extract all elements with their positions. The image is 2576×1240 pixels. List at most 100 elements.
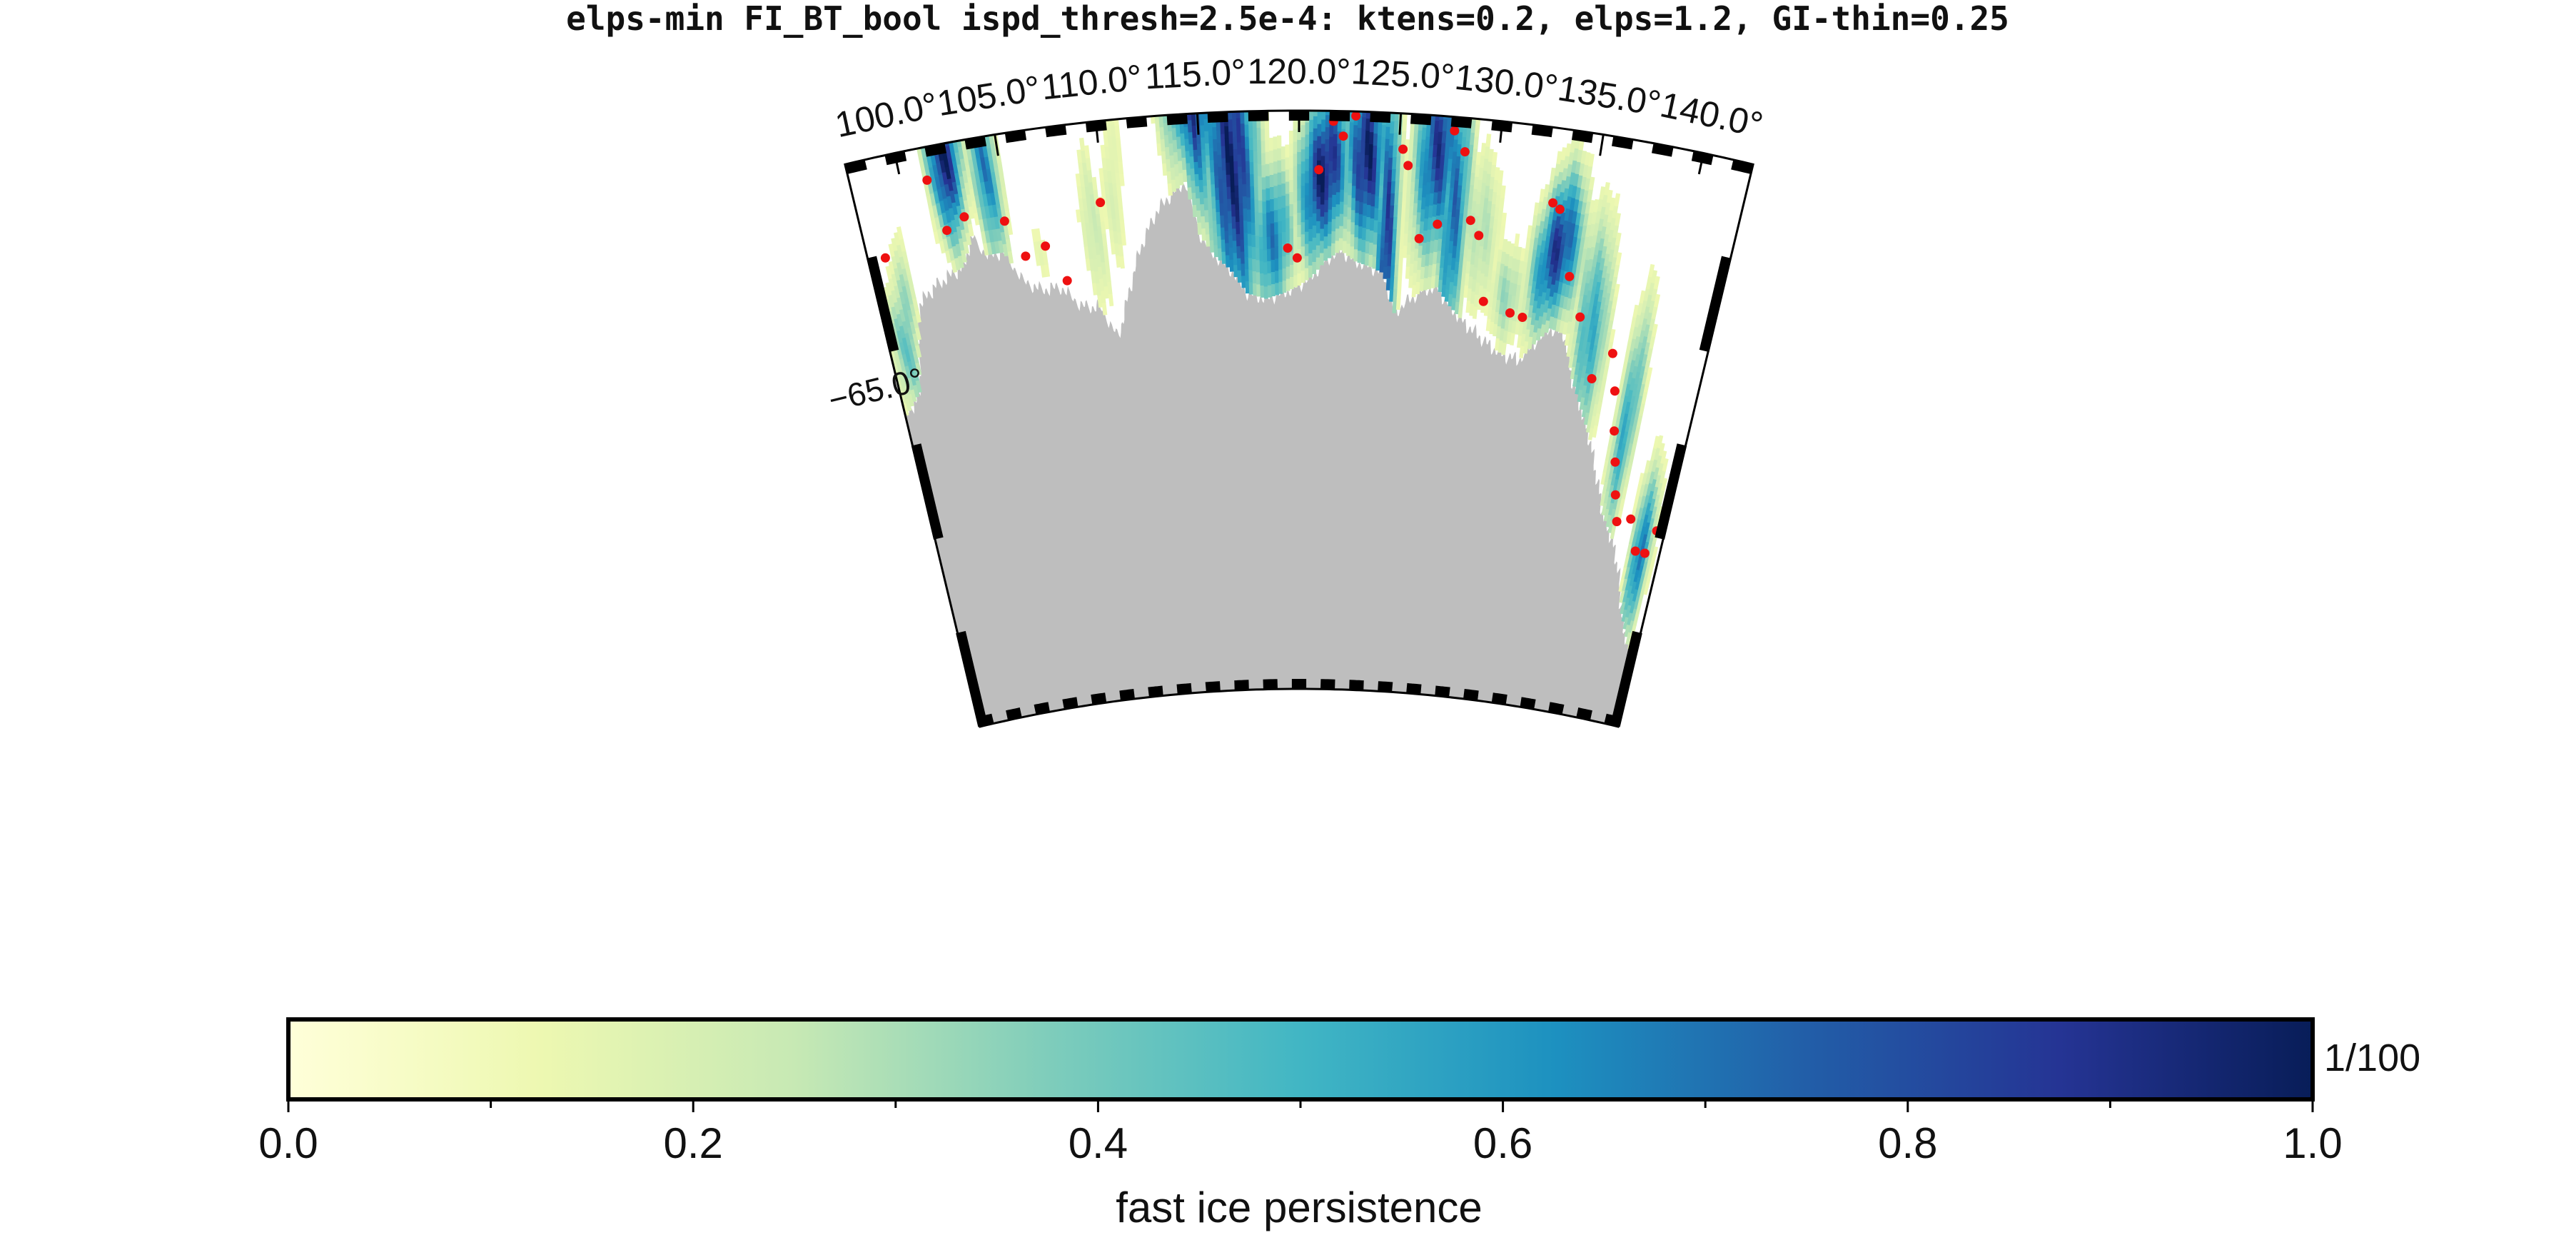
ice-cell [1456,276,1463,291]
ice-cell [1636,557,1643,570]
ice-cell [1374,207,1379,221]
ice-cell [1352,161,1358,174]
ice-cell [1246,196,1251,210]
ice-cell [969,121,977,135]
ice-cell [1620,443,1627,456]
ice-cell [1328,160,1333,173]
ice-cell [1293,177,1298,191]
ice-cell [1367,192,1372,206]
ice-cell [1622,430,1629,444]
iceberg-marker [1062,276,1072,286]
ice-cell [1487,148,1494,163]
ice-cell [1157,111,1163,116]
ice-cell [1365,142,1370,156]
ice-cell [1458,131,1463,145]
ice-cell [1472,306,1478,319]
ice-cell [1360,141,1366,154]
ice-cell [1300,246,1305,259]
ice-cell [1346,218,1352,232]
ice-cell [1231,111,1237,126]
ice-cell [1242,196,1248,209]
ice-cell [1465,128,1472,141]
ice-cell [1399,236,1405,250]
ice-cell [1368,143,1374,157]
ice-cell [1273,209,1278,223]
ice-cell [1248,137,1254,151]
ice-cell [1184,138,1190,151]
ice-cell [1615,213,1621,226]
ice-cell [1194,173,1200,186]
ice-cell [1277,159,1282,173]
ice-cell [1308,216,1313,229]
ice-cell [910,71,917,85]
ice-cell [1112,148,1118,161]
frame-tick-inner [1435,685,1450,697]
ice-cell [1205,154,1211,168]
ice-cell [904,381,911,395]
frame-tick-inner [1520,697,1536,710]
ice-cell [1441,283,1447,297]
ice-cell [962,241,969,254]
meridian-tick [1196,113,1200,135]
ice-cell [1313,111,1318,116]
ice-cell [1316,183,1321,197]
ice-cell [1584,301,1591,316]
ice-cell [943,62,950,76]
ice-cell [1191,180,1196,193]
colorbar-tick-label: 0.2 [663,1119,722,1167]
ice-cell [1161,98,1167,111]
ice-cell [1278,220,1283,233]
ice-cell [1577,369,1583,383]
ice-cell [1320,228,1325,241]
ice-cell [1595,261,1601,276]
ice-cell [1445,276,1451,290]
ice-cell [1492,178,1499,193]
ice-cell [1300,197,1305,211]
ice-cell [1204,130,1210,143]
ice-cell [1653,466,1660,480]
frame-tick-inner [1406,682,1422,695]
ice-cell [1098,168,1105,181]
ice-cell [963,199,970,213]
ice-cell [967,223,974,237]
ice-cell [1620,460,1627,474]
ice-cell [1622,578,1628,592]
ice-cell [1343,203,1348,217]
ice-cell [1394,263,1399,277]
ice-cell [1415,96,1420,109]
ice-cell [1631,519,1638,533]
ice-cell [1103,133,1109,147]
ice-cell [1351,185,1357,198]
ice-cell [1625,400,1632,415]
ice-cell [1424,206,1430,219]
ice-cell [1596,320,1602,334]
ice-cell [936,161,943,176]
ice-cell [1658,443,1665,456]
ice-cell [1440,154,1445,168]
ice-cell [1420,208,1425,222]
ice-cell [1650,541,1657,555]
ice-cell [1328,184,1333,198]
ice-cell [1343,191,1348,205]
ice-cell [1580,326,1587,339]
iceberg-marker [880,253,890,263]
ice-cell [1383,174,1388,188]
ice-cell [1312,200,1317,213]
ice-cell [1610,256,1617,270]
ice-cell [1166,94,1171,107]
ice-cell [949,189,956,203]
ice-cell [1446,117,1453,131]
frame-tick-outer [1651,143,1674,157]
ice-cell [1353,148,1358,162]
ice-cell [1356,163,1361,177]
ice-cell [1627,565,1635,579]
ice-cell [1236,129,1242,143]
ice-cell [1232,124,1238,138]
ice-cell [928,166,936,180]
ice-cell [1606,478,1612,492]
ice-cell [1648,517,1655,531]
ice-cell [1596,359,1603,373]
ice-cell [1420,196,1427,210]
frame-tick-outer [1531,124,1553,138]
ice-cell [1647,490,1655,504]
